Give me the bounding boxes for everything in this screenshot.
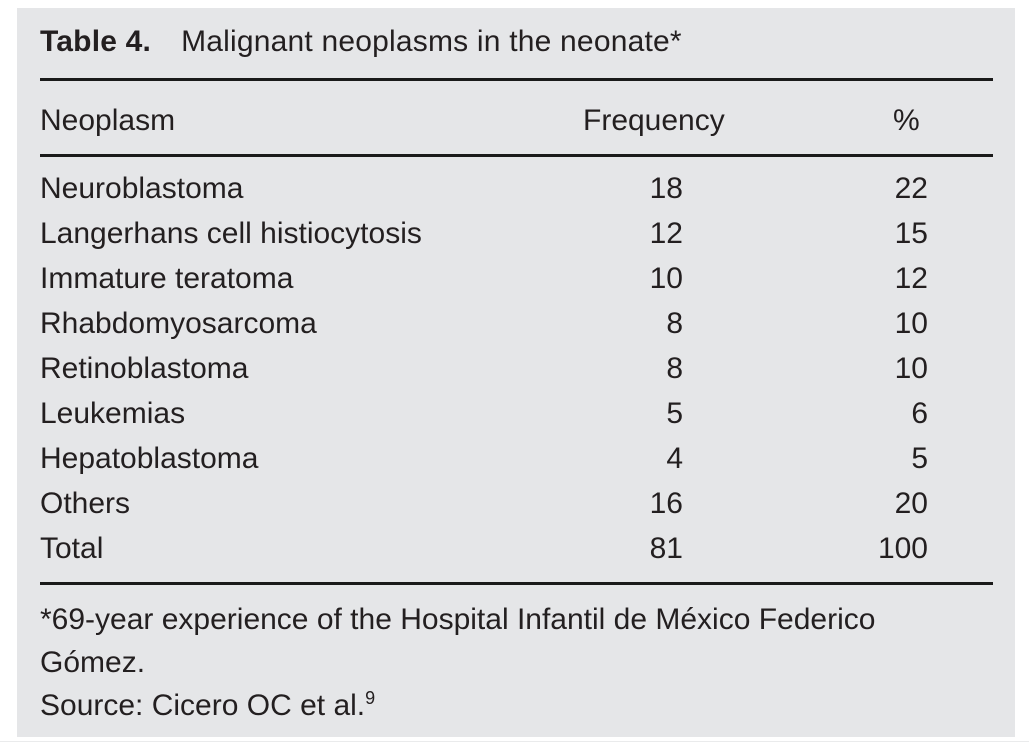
cell-neoplasm: Others — [40, 486, 131, 520]
cell-neoplasm: Immature teratoma — [40, 261, 294, 295]
cell-neoplasm: Rhabdomyosarcoma — [40, 306, 317, 340]
table-title-text: Malignant neoplasms in the neonate* — [181, 25, 682, 58]
table-row: Langerhans cell histiocytosis 12 15 — [40, 211, 928, 256]
cell-percent: 22 — [894, 171, 928, 205]
footnote-line-2: Gómez. — [40, 646, 146, 679]
cell-percent: 10 — [894, 351, 928, 385]
column-header-percent: % — [893, 104, 920, 137]
page-edge-divider — [0, 741, 1029, 742]
cell-percent: 20 — [894, 486, 928, 520]
cell-frequency: 5 — [666, 396, 683, 430]
cell-neoplasm: Leukemias — [40, 396, 186, 430]
table-row: Others 16 20 — [40, 481, 928, 526]
table-header-row: Neoplasm Frequency % — [40, 81, 993, 157]
source-text: Source: Cicero OC et al. — [40, 689, 366, 722]
cell-neoplasm: Total — [40, 531, 104, 565]
cell-percent: 15 — [894, 216, 928, 250]
source-line: Source: Cicero OC et al.9 — [40, 684, 993, 727]
table-panel: Table 4. Malignant neoplasms in the neona… — [17, 8, 1015, 737]
cell-neoplasm: Retinoblastoma — [40, 351, 249, 385]
cell-percent: 6 — [911, 396, 928, 430]
cell-frequency: 12 — [649, 216, 683, 250]
cell-percent: 5 — [911, 441, 928, 475]
source-reference-number: 9 — [365, 688, 376, 708]
table-row: Immature teratoma 10 12 — [40, 256, 928, 301]
table-row: Rhabdomyosarcoma 8 10 — [40, 301, 928, 346]
cell-percent: 10 — [894, 306, 928, 340]
table-footnotes: *69-year experience of the Hospital Infa… — [40, 585, 993, 727]
cell-frequency: 81 — [649, 531, 683, 565]
cell-frequency: 10 — [649, 261, 683, 295]
cell-neoplasm: Neuroblastoma — [40, 171, 244, 205]
table-row: Retinoblastoma 8 10 — [40, 346, 928, 391]
table-row: Leukemias 5 6 — [40, 391, 928, 436]
cell-frequency: 18 — [649, 171, 683, 205]
cell-percent: 12 — [894, 261, 928, 295]
column-header-neoplasm: Neoplasm — [40, 104, 176, 137]
table-row-total: Total 81 100 — [40, 526, 928, 571]
cell-frequency: 8 — [666, 306, 683, 340]
table-number-label: Table 4. — [40, 25, 152, 58]
table-body: Neuroblastoma 18 22 Langerhans cell hist… — [40, 157, 993, 585]
table-caption: Table 4. Malignant neoplasms in the neona… — [40, 8, 993, 81]
table-row: Neuroblastoma 18 22 — [40, 166, 928, 211]
cell-frequency: 4 — [666, 441, 683, 475]
footnote-line-1: *69-year experience of the Hospital Infa… — [40, 603, 876, 636]
cell-frequency: 8 — [666, 351, 683, 385]
cell-neoplasm: Hepatoblastoma — [40, 441, 259, 475]
column-header-frequency: Frequency — [583, 104, 725, 137]
cell-frequency: 16 — [649, 486, 683, 520]
table-row: Hepatoblastoma 4 5 — [40, 436, 928, 481]
cell-neoplasm: Langerhans cell histiocytosis — [40, 216, 422, 250]
cell-percent: 100 — [877, 531, 928, 565]
